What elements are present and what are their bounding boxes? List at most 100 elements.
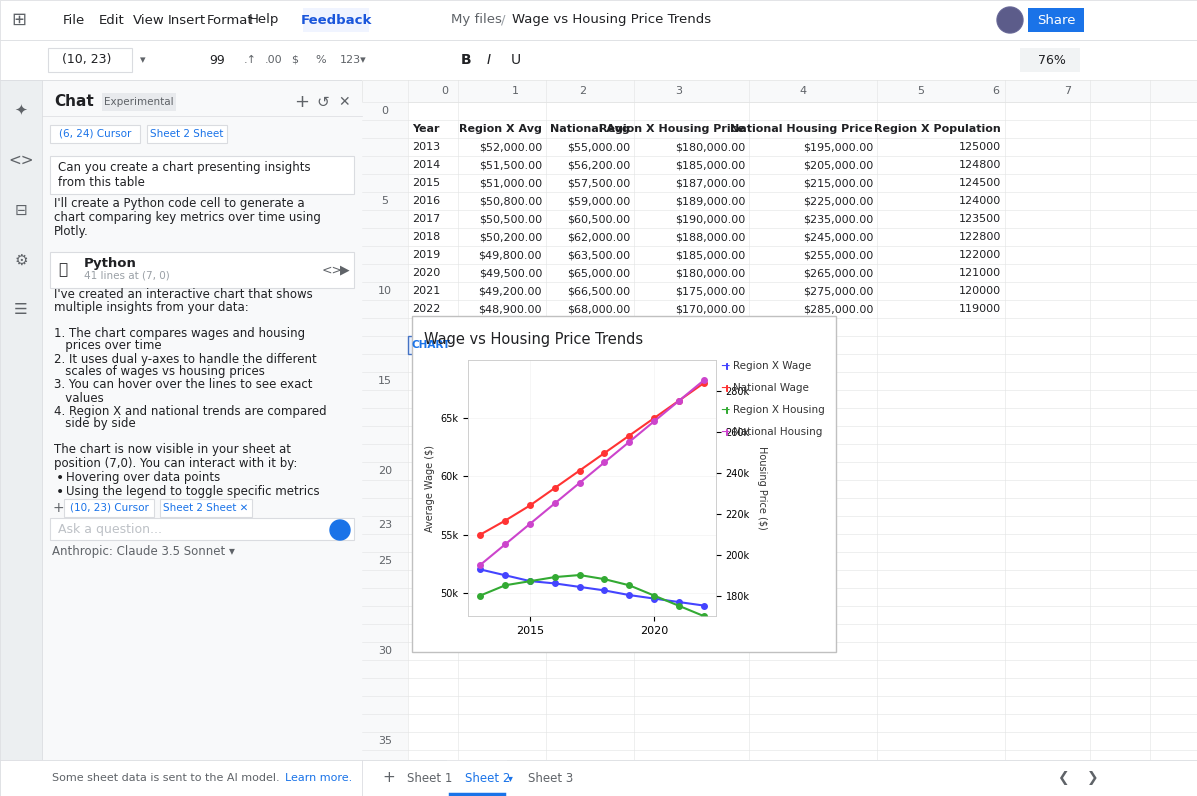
Text: from this table: from this table: [57, 175, 145, 189]
Text: $187,000.00: $187,000.00: [675, 178, 745, 188]
Text: $188,000.00: $188,000.00: [675, 232, 745, 242]
Bar: [412, 316, 836, 652]
Text: 2022: 2022: [412, 304, 440, 314]
Bar: [361, 102, 408, 760]
Text: 1: 1: [511, 86, 518, 96]
Text: B: B: [461, 53, 472, 67]
Region X Housing: [697, 611, 711, 621]
Text: values: values: [54, 392, 104, 404]
Text: $62,000.00: $62,000.00: [566, 232, 630, 242]
Text: National Wage: National Wage: [733, 383, 809, 393]
Text: 🐍: 🐍: [57, 262, 67, 277]
Text: 35: 35: [378, 736, 391, 746]
Text: ☰: ☰: [14, 302, 28, 318]
Text: ✦: ✦: [14, 103, 28, 118]
Text: ▾: ▾: [140, 55, 146, 65]
Bar: [446, 760, 508, 796]
Text: 1. The chart compares wages and housing: 1. The chart compares wages and housing: [54, 326, 305, 340]
National Housing: [672, 396, 686, 406]
Text: National Avg: National Avg: [551, 124, 630, 134]
Text: (10, 23): (10, 23): [62, 53, 111, 67]
Text: scales of wages vs housing prices: scales of wages vs housing prices: [54, 365, 265, 379]
Text: 2. It uses dual y-axes to handle the different: 2. It uses dual y-axes to handle the dif…: [54, 353, 317, 365]
Text: $175,000.00: $175,000.00: [675, 286, 745, 296]
Region X Wage: [473, 564, 487, 574]
Region X Housing: [523, 576, 537, 586]
National Housing: [697, 376, 711, 385]
National Housing: [572, 478, 587, 488]
Text: ─: ─: [721, 404, 729, 416]
Bar: [0, 40, 1197, 80]
National Housing: [622, 437, 637, 447]
Text: $: $: [291, 55, 298, 65]
Text: ─: ─: [721, 360, 729, 373]
Text: $59,000.00: $59,000.00: [566, 196, 630, 206]
National Housing: [473, 560, 487, 570]
Text: 2019: 2019: [412, 250, 440, 260]
National Wage: [547, 483, 561, 493]
Text: Region X Avg: Region X Avg: [460, 124, 542, 134]
Text: $215,000.00: $215,000.00: [803, 178, 873, 188]
Text: chart comparing key metrics over time using: chart comparing key metrics over time us…: [54, 212, 321, 224]
Text: 6: 6: [992, 86, 999, 96]
Region X Wage: [498, 571, 512, 580]
Text: $189,000.00: $189,000.00: [675, 196, 745, 206]
Region X Housing: [473, 591, 487, 600]
Text: Python: Python: [84, 256, 136, 270]
Text: Sheet 2 Sheet ✕: Sheet 2 Sheet ✕: [163, 503, 249, 513]
National Wage: [473, 530, 487, 540]
Text: ─: ─: [721, 426, 729, 439]
Text: Share: Share: [1037, 14, 1075, 26]
Region X Housing: [597, 575, 612, 584]
Text: $285,000.00: $285,000.00: [803, 304, 873, 314]
Text: $245,000.00: $245,000.00: [803, 232, 873, 242]
Text: $49,800.00: $49,800.00: [479, 250, 542, 260]
Text: Year: Year: [412, 124, 439, 134]
Text: multiple insights from your data:: multiple insights from your data:: [54, 301, 249, 314]
Text: $66,500.00: $66,500.00: [567, 286, 630, 296]
Y-axis label: Average Wage ($): Average Wage ($): [425, 444, 435, 532]
Region X Wage: [672, 597, 686, 607]
Text: $50,800.00: $50,800.00: [479, 196, 542, 206]
Region X Housing: [498, 580, 512, 590]
Text: 3. You can hover over the lines to see exact: 3. You can hover over the lines to see e…: [54, 379, 312, 392]
Text: $265,000.00: $265,000.00: [803, 268, 873, 278]
Text: 23: 23: [378, 520, 393, 530]
Text: 4: 4: [800, 86, 807, 96]
Text: $68,000.00: $68,000.00: [566, 304, 630, 314]
Text: (10, 23) Cursor: (10, 23) Cursor: [69, 503, 148, 513]
Text: 2020: 2020: [412, 268, 440, 278]
Text: $185,000.00: $185,000.00: [675, 250, 745, 260]
Line: National Housing: National Housing: [478, 378, 706, 568]
Bar: [0, 80, 42, 760]
Text: 122000: 122000: [959, 250, 1001, 260]
Text: <>: <>: [322, 263, 344, 276]
Text: $57,500.00: $57,500.00: [566, 178, 630, 188]
Text: $49,200.00: $49,200.00: [479, 286, 542, 296]
Y-axis label: Housing Price ($): Housing Price ($): [757, 446, 766, 530]
Text: 0: 0: [382, 106, 389, 116]
Text: 0: 0: [442, 86, 449, 96]
Text: ❮: ❮: [1057, 771, 1069, 785]
Text: •: •: [56, 485, 65, 499]
Bar: [50, 156, 354, 194]
Text: 124800: 124800: [959, 160, 1001, 170]
Region X Housing: [672, 601, 686, 611]
Text: 2021: 2021: [412, 286, 440, 296]
Text: Sheet 1: Sheet 1: [407, 771, 452, 785]
Bar: [160, 499, 253, 517]
Text: 20: 20: [378, 466, 393, 476]
Text: ▶: ▶: [340, 263, 350, 276]
National Housing: [646, 416, 661, 426]
Text: ❯: ❯: [1087, 771, 1099, 785]
Bar: [50, 518, 354, 540]
Text: 123500: 123500: [959, 214, 1001, 224]
Text: .00: .00: [265, 55, 282, 65]
National Wage: [622, 431, 637, 440]
Text: 2018: 2018: [412, 232, 440, 242]
National Wage: [697, 378, 711, 388]
Region X Housing: [646, 591, 661, 600]
Bar: [50, 125, 140, 143]
Text: 5: 5: [382, 196, 389, 206]
Text: $275,000.00: $275,000.00: [803, 286, 873, 296]
